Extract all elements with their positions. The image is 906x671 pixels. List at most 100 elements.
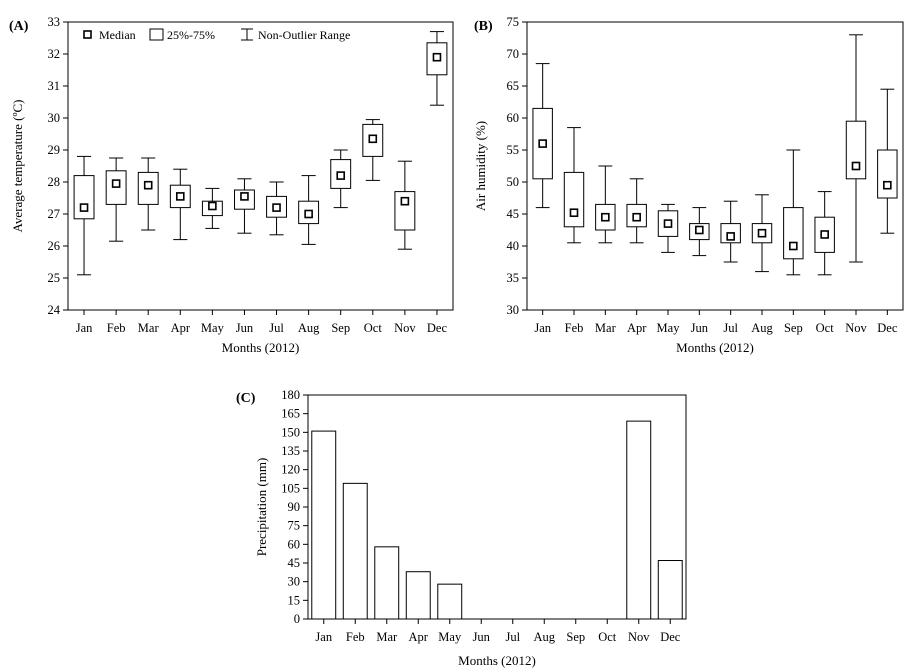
legend-box-icon [149, 28, 164, 41]
y-tick-label: 65 [507, 79, 520, 93]
x-axis-title: Months (2012) [222, 340, 300, 355]
y-tick-label: 15 [288, 593, 301, 607]
x-tick-label: Jan [315, 630, 332, 644]
x-tick-label: Nov [845, 321, 867, 335]
x-tick-label: Jan [76, 321, 93, 335]
y-tick-label: 50 [507, 175, 520, 189]
y-tick-label: 70 [507, 47, 520, 61]
box-Aug [751, 194, 773, 273]
median-marker [820, 230, 829, 239]
iqr-box [73, 175, 95, 220]
x-tick-label: Dec [660, 630, 681, 644]
panel-label: (C) [236, 391, 256, 406]
box-Jun [234, 178, 255, 234]
x-tick-label: Feb [565, 321, 584, 335]
x-tick-label: Aug [533, 630, 555, 644]
y-tick-label: 27 [48, 207, 61, 221]
y-tick-label: 180 [281, 388, 300, 402]
bar-Nov [626, 420, 652, 620]
y-tick-label: 32 [48, 47, 61, 61]
median-marker [400, 196, 410, 206]
y-tick-label: 24 [48, 303, 61, 317]
median-marker [240, 192, 249, 201]
x-tick-label: Aug [298, 321, 320, 335]
x-tick-label: May [438, 630, 462, 644]
median-marker [663, 219, 673, 228]
median-marker [569, 208, 579, 218]
median-marker [726, 232, 735, 241]
box-Dec [877, 88, 898, 234]
x-tick-label: Mar [595, 321, 617, 335]
plot-frame [526, 21, 904, 311]
median-marker [272, 203, 281, 212]
y-tick-label: 25 [48, 271, 61, 285]
box-Jul [720, 200, 741, 263]
x-tick-label: Apr [627, 321, 647, 335]
box-Apr [626, 178, 647, 244]
x-tick-label: Oct [364, 321, 383, 335]
legend-whisker-icon [241, 28, 253, 41]
x-tick-label: Apr [171, 321, 191, 335]
iqr-box [845, 120, 867, 180]
legend-median-icon [83, 30, 92, 39]
legend: Median 25%-75% Non-Outlier Range [83, 28, 350, 42]
y-tick-label: 30 [48, 111, 61, 125]
y-tick-label: 120 [281, 463, 300, 477]
x-tick-label: Jun [236, 321, 254, 335]
x-tick-label: Jul [723, 321, 738, 335]
median-marker [304, 209, 313, 219]
box-Aug [298, 175, 320, 245]
x-tick-label: Oct [816, 321, 835, 335]
box-Feb [105, 157, 127, 242]
x-tick-label: Feb [346, 630, 365, 644]
bar-Dec [657, 560, 683, 620]
panel-2: (C) 0 15 30 45 60 75 90 105 120 135 150 165 180 Jan Feb… [236, 388, 687, 668]
y-tick-label: 165 [281, 407, 300, 421]
y-tick-label: 0 [294, 612, 300, 626]
median-marker [175, 192, 185, 201]
x-tick-label: Mar [138, 321, 160, 335]
panel-label: (A) [9, 19, 29, 34]
y-tick-label: 31 [48, 79, 61, 93]
x-tick-label: Apr [409, 630, 429, 644]
box-May [201, 187, 223, 229]
y-axis-title: Air humidity (%) [473, 121, 488, 211]
y-tick-label: 45 [507, 207, 520, 221]
plot-frame [67, 21, 454, 311]
box-Sep [783, 149, 804, 276]
median-marker [336, 171, 346, 180]
box-Nov [394, 160, 416, 250]
x-tick-label: Feb [107, 321, 126, 335]
bar-Feb [342, 482, 368, 620]
x-tick-label: May [657, 321, 681, 335]
x-tick-label: Sep [331, 321, 350, 335]
x-tick-label: Sep [784, 321, 803, 335]
x-tick-label: Dec [427, 321, 448, 335]
x-tick-label: Aug [751, 321, 773, 335]
box-Mar [137, 157, 159, 231]
y-tick-label: 40 [507, 239, 520, 253]
median-marker [79, 203, 89, 212]
iqr-box [877, 149, 898, 199]
median-marker [789, 241, 798, 251]
x-tick-label: Jul [505, 630, 520, 644]
median-marker [695, 225, 704, 235]
panel-1: (B) 30 35 40 45 50 55 60 65 70 75 Jan Feb Mar Apr May Ju… [473, 15, 904, 355]
box-Apr [169, 168, 191, 241]
panel-label: (B) [474, 19, 493, 34]
x-axis-title: Months (2012) [676, 340, 754, 355]
median-marker [208, 201, 217, 211]
median-marker [601, 212, 610, 222]
box-Oct [362, 119, 384, 181]
x-tick-label: Jun [473, 630, 491, 644]
box-Mar [595, 165, 616, 244]
y-tick-label: 60 [507, 111, 520, 125]
median-marker [143, 180, 153, 190]
median-marker [111, 179, 121, 188]
bar-Mar [374, 546, 400, 620]
y-tick-label: 30 [507, 303, 520, 317]
iqr-box [783, 207, 804, 260]
y-tick-label: 90 [288, 500, 301, 514]
y-tick-label: 60 [288, 537, 301, 551]
